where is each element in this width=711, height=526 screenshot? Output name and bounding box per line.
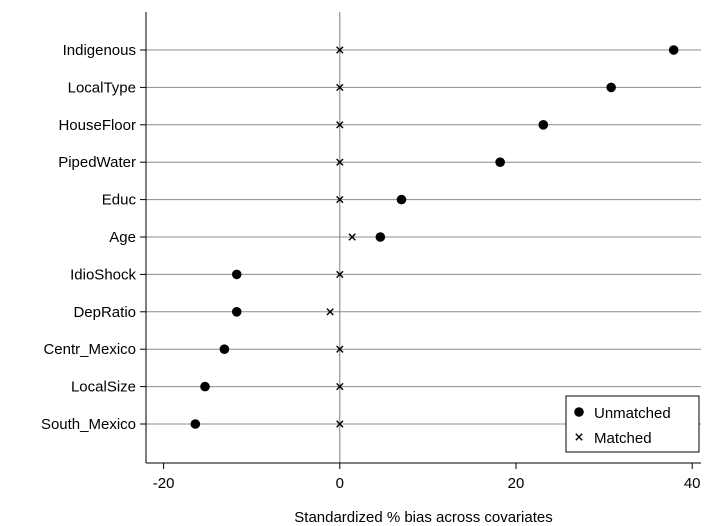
x-axis-label: Standardized % bias across covariates bbox=[294, 509, 552, 526]
y-tick-label: Indigenous bbox=[63, 42, 136, 59]
matched-point bbox=[336, 345, 344, 353]
x-axis-ticks: -20 0 20 40 bbox=[153, 463, 701, 492]
matched-point bbox=[336, 195, 344, 204]
unmatched-point bbox=[396, 194, 407, 205]
matched-point bbox=[336, 158, 344, 166]
x-tick-label: 40 bbox=[684, 475, 701, 492]
legend-box bbox=[565, 395, 700, 453]
unmatched-point bbox=[495, 157, 505, 167]
gridlines bbox=[146, 49, 701, 425]
x-tick-label: 20 bbox=[508, 475, 525, 492]
x-tick-label: 0 bbox=[336, 475, 344, 492]
matched-point bbox=[336, 83, 344, 92]
legend-unmatched-marker bbox=[574, 407, 584, 417]
y-tick-label: LocalSize bbox=[71, 379, 136, 396]
y-tick-label: IdioShock bbox=[70, 266, 136, 283]
data-markers bbox=[190, 45, 679, 429]
matched-point bbox=[336, 46, 344, 54]
unmatched-point bbox=[231, 269, 242, 280]
unmatched-point bbox=[668, 45, 679, 55]
unmatched-point bbox=[200, 381, 210, 392]
matched-point bbox=[336, 420, 344, 428]
y-tick-label: Age bbox=[109, 229, 136, 246]
y-tick-label: PipedWater bbox=[58, 154, 136, 171]
matched-point bbox=[336, 270, 344, 279]
y-tick-label: DepRatio bbox=[73, 304, 136, 321]
matched-point bbox=[326, 308, 334, 316]
unmatched-point bbox=[231, 307, 242, 317]
legend: Unmatched Matched bbox=[565, 395, 700, 453]
x-tick-label: -20 bbox=[153, 475, 175, 492]
matched-point bbox=[336, 121, 344, 129]
y-tick-label: Educ bbox=[102, 192, 137, 209]
y-tick-label: South_Mexico bbox=[41, 416, 136, 433]
legend-matched-marker bbox=[575, 433, 583, 441]
unmatched-point bbox=[190, 419, 201, 429]
y-tick-label: HouseFloor bbox=[58, 117, 136, 134]
unmatched-point bbox=[606, 82, 616, 93]
unmatched-point bbox=[219, 344, 230, 355]
y-axis-ticks: Indigenous LocalType HouseFloor PipedWater E… bbox=[41, 42, 146, 433]
matched-point bbox=[336, 382, 344, 391]
y-tick-label: LocalType bbox=[68, 79, 136, 96]
unmatched-point bbox=[538, 120, 549, 130]
legend-matched-label: Matched bbox=[594, 430, 652, 447]
unmatched-point bbox=[375, 232, 386, 242]
y-tick-label: Centr_Mexico bbox=[43, 341, 136, 358]
legend-unmatched-label: Unmatched bbox=[594, 405, 671, 422]
matched-point bbox=[348, 233, 356, 241]
